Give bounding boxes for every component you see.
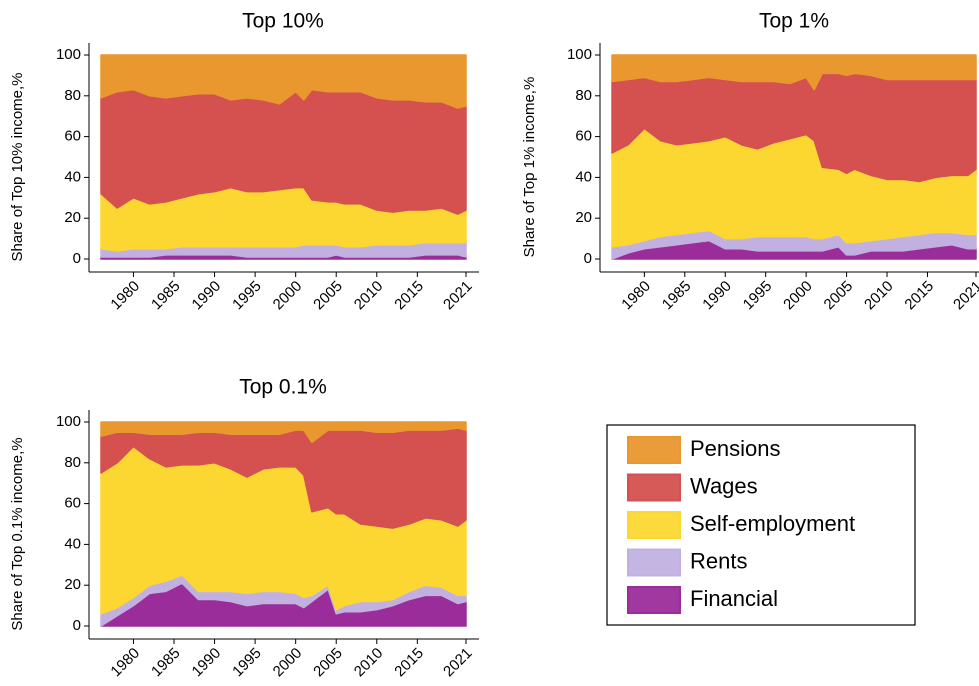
area: Pensions — [100, 54, 467, 109]
x-tick-label: 2021 — [440, 278, 476, 314]
y-tick-label: 100 — [567, 46, 592, 63]
x-tick-label: 2010 — [351, 278, 387, 314]
legend-swatch — [627, 511, 681, 539]
y-axis-title: Share of Top 10% income,% — [9, 72, 26, 261]
x-tick-label: 2021 — [440, 645, 476, 681]
x-tick-label: 2015 — [901, 278, 937, 314]
x-tick-label: 1990 — [189, 278, 225, 314]
legend-label: Financial — [690, 586, 778, 611]
x-tick-label: 1985 — [148, 278, 184, 314]
x-tick-label: 1990 — [189, 645, 225, 681]
x-tick-label: 2000 — [270, 278, 306, 314]
x-tick-label: 1990 — [699, 278, 735, 314]
x-tick-label: 2005 — [821, 278, 857, 314]
y-tick-label: 0 — [73, 250, 81, 267]
x-tick-label: 2021 — [950, 278, 979, 314]
x-tick-label: 1980 — [618, 278, 654, 314]
y-tick-label: 40 — [64, 535, 81, 552]
y-axis-title: Share of Top 0.1% income,% — [9, 437, 26, 630]
y-tick-label: 80 — [575, 87, 592, 104]
y-tick-label: 20 — [64, 209, 81, 226]
x-tick-label: 1985 — [148, 645, 184, 681]
x-tick-label: 2015 — [391, 645, 427, 681]
y-axis-title: Share of Top 1% income,% — [521, 77, 538, 258]
x-tick-label: 1995 — [740, 278, 776, 314]
x-tick-label: 2010 — [351, 645, 387, 681]
x-tick-label: 1980 — [107, 278, 143, 314]
x-tick-label: 2000 — [780, 278, 816, 314]
y-tick-label: 60 — [64, 495, 81, 512]
chart-title: Top 1% — [759, 10, 829, 33]
y-tick-label: 100 — [56, 46, 81, 63]
x-tick-label: 1980 — [107, 645, 143, 681]
x-tick-label: 2000 — [270, 645, 306, 681]
y-tick-label: 40 — [575, 168, 592, 185]
x-tick-label: 2015 — [391, 278, 427, 314]
legend-swatch — [627, 436, 681, 464]
area: Pensions — [611, 54, 977, 91]
x-tick-label: 2005 — [310, 278, 346, 314]
x-tick-label: 2005 — [310, 645, 346, 681]
y-tick-label: 80 — [64, 87, 81, 104]
y-tick-label: 20 — [64, 576, 81, 593]
y-tick-label: 60 — [575, 128, 592, 145]
legend-swatch — [627, 586, 681, 614]
y-tick-label: 0 — [584, 250, 592, 267]
y-tick-label: 0 — [73, 617, 81, 634]
x-tick-label: 1985 — [659, 278, 695, 314]
y-tick-label: 40 — [64, 168, 81, 185]
x-tick-label: 1995 — [229, 278, 265, 314]
legend-label: Pensions — [690, 436, 781, 461]
y-tick-label: 20 — [575, 209, 592, 226]
chart-title: Top 0.1% — [239, 376, 327, 399]
legend-swatch — [627, 473, 681, 502]
y-tick-label: 80 — [64, 454, 81, 471]
y-tick-label: 60 — [64, 128, 81, 145]
x-tick-label: 1995 — [229, 645, 265, 681]
legend-swatch — [627, 548, 681, 577]
y-tick-label: 100 — [56, 413, 81, 430]
legend-label: Self-employment — [690, 511, 855, 536]
x-tick-label: 2010 — [861, 278, 897, 314]
area: Pensions — [100, 421, 467, 444]
chart-title: Top 10% — [242, 10, 324, 33]
legend-label: Wages — [690, 473, 758, 498]
legend-label: Rents — [690, 548, 747, 573]
